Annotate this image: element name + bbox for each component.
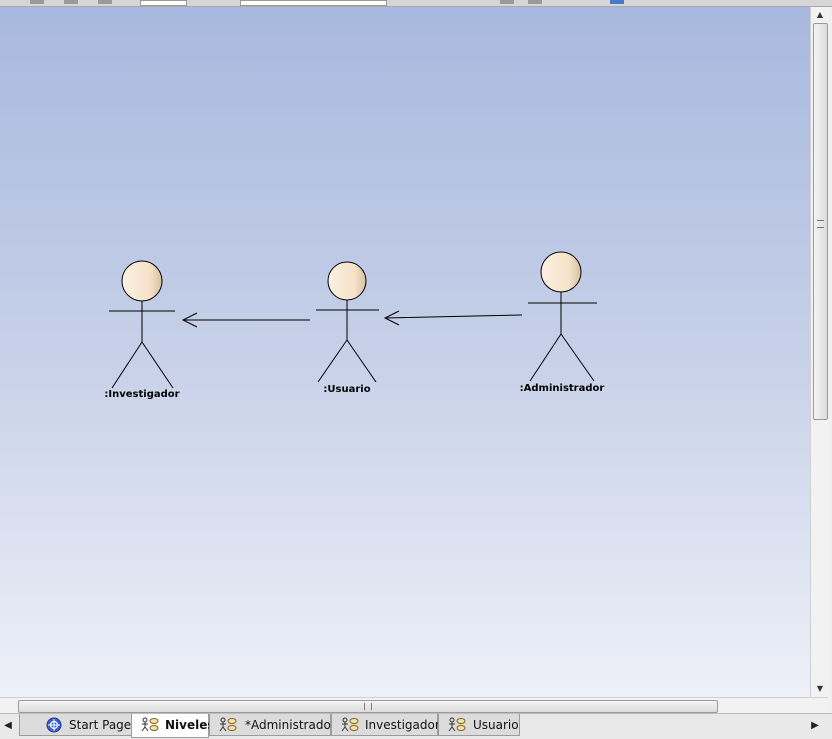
diagram-icon	[341, 717, 359, 732]
tab-label: Usuario	[473, 718, 519, 732]
tab-administrador[interactable]: *Administrador	[209, 714, 336, 736]
tab-investigador[interactable]: Investigador	[331, 714, 440, 736]
tab-niveles[interactable]: Niveles	[131, 714, 215, 738]
diagram-icon	[141, 717, 159, 732]
tab-usuario[interactable]: Usuario	[438, 714, 520, 736]
toolbar-button[interactable]	[610, 0, 624, 4]
actor-label: :Investigador	[104, 389, 179, 400]
toolbar-field[interactable]	[140, 0, 187, 6]
tab-scroll-right-icon[interactable]: ▶	[811, 720, 819, 731]
tab-scroll-left-icon[interactable]: ◀	[4, 720, 12, 731]
toolbar-field[interactable]	[240, 0, 387, 6]
actor-administrador[interactable]: :Administrador	[520, 251, 605, 394]
horizontal-scrollbar[interactable]	[0, 697, 828, 714]
vertical-scrollbar[interactable]: ▲ ▼	[810, 7, 829, 697]
diagram-tab-bar: ◀ Start Page Niveles *Administrador Inve…	[0, 713, 832, 739]
tab-label: Investigador	[365, 718, 440, 732]
toolbar-button[interactable]	[98, 0, 112, 4]
tab-label: *Administrador	[245, 718, 336, 732]
horizontal-scroll-thumb[interactable]	[18, 700, 718, 713]
grip-icon	[817, 220, 824, 228]
vertical-scroll-thumb[interactable]	[813, 23, 828, 420]
diagram-icon	[448, 717, 466, 732]
actor-usuario[interactable]: :Usuario	[316, 261, 379, 395]
tab-start-page[interactable]: Start Page	[19, 714, 133, 736]
toolbar-button[interactable]	[528, 0, 542, 4]
scroll-down-arrow-icon[interactable]: ▼	[816, 684, 824, 693]
diagram-svg: :Investigador :Usuario :Administrador	[104, 251, 605, 400]
toolbar-strip	[0, 0, 832, 7]
toolbar-button[interactable]	[500, 0, 514, 4]
grip-icon	[364, 703, 372, 710]
generalization-usuario-investigador[interactable]	[181, 312, 310, 328]
actor-label: :Administrador	[520, 383, 605, 394]
diagram-icon	[219, 717, 237, 732]
actor-investigador[interactable]: :Investigador	[104, 260, 180, 400]
tab-label: Niveles	[165, 718, 215, 732]
start-page-icon	[46, 717, 62, 733]
diagram-canvas[interactable]: :Investigador :Usuario :Administrador	[0, 7, 810, 697]
actor-label: :Usuario	[323, 384, 370, 395]
toolbar-button[interactable]	[64, 0, 78, 4]
tab-label: Start Page	[69, 718, 132, 732]
scroll-up-arrow-icon[interactable]: ▲	[816, 10, 824, 19]
generalization-administrador-usuario[interactable]	[383, 310, 523, 326]
toolbar-button[interactable]	[30, 0, 44, 4]
